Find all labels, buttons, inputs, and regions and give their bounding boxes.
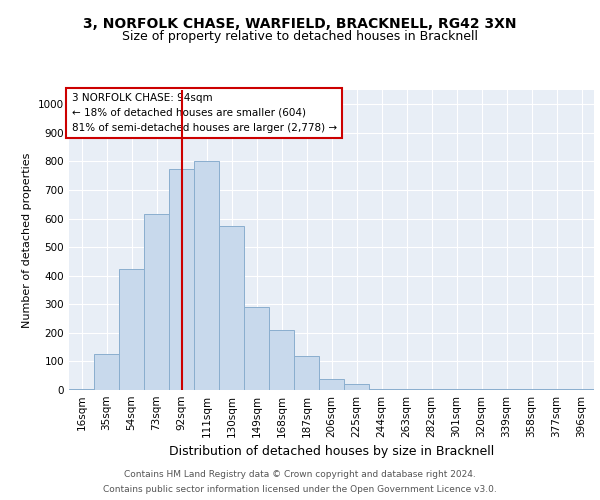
Bar: [219, 226, 244, 390]
Bar: [369, 389, 394, 390]
Bar: [94, 354, 119, 390]
Bar: [194, 162, 219, 390]
Text: Size of property relative to detached houses in Bracknell: Size of property relative to detached ho…: [122, 30, 478, 43]
Text: Contains public sector information licensed under the Open Government Licence v3: Contains public sector information licen…: [103, 485, 497, 494]
Bar: [519, 389, 544, 390]
Bar: [569, 389, 594, 390]
Bar: [144, 214, 169, 390]
Bar: [419, 389, 444, 390]
Text: Contains HM Land Registry data © Crown copyright and database right 2024.: Contains HM Land Registry data © Crown c…: [124, 470, 476, 479]
Y-axis label: Number of detached properties: Number of detached properties: [22, 152, 32, 328]
Bar: [394, 389, 419, 390]
Bar: [544, 389, 569, 390]
Bar: [69, 389, 94, 390]
Text: 3 NORFOLK CHASE: 94sqm
← 18% of detached houses are smaller (604)
81% of semi-de: 3 NORFOLK CHASE: 94sqm ← 18% of detached…: [71, 93, 337, 132]
Bar: [444, 389, 469, 390]
Bar: [244, 307, 269, 390]
Bar: [494, 389, 519, 390]
Bar: [169, 168, 194, 390]
X-axis label: Distribution of detached houses by size in Bracknell: Distribution of detached houses by size …: [169, 446, 494, 458]
Bar: [469, 389, 494, 390]
Bar: [344, 384, 369, 390]
Bar: [319, 378, 344, 390]
Bar: [269, 330, 294, 390]
Text: 3, NORFOLK CHASE, WARFIELD, BRACKNELL, RG42 3XN: 3, NORFOLK CHASE, WARFIELD, BRACKNELL, R…: [83, 18, 517, 32]
Bar: [119, 268, 144, 390]
Bar: [294, 356, 319, 390]
